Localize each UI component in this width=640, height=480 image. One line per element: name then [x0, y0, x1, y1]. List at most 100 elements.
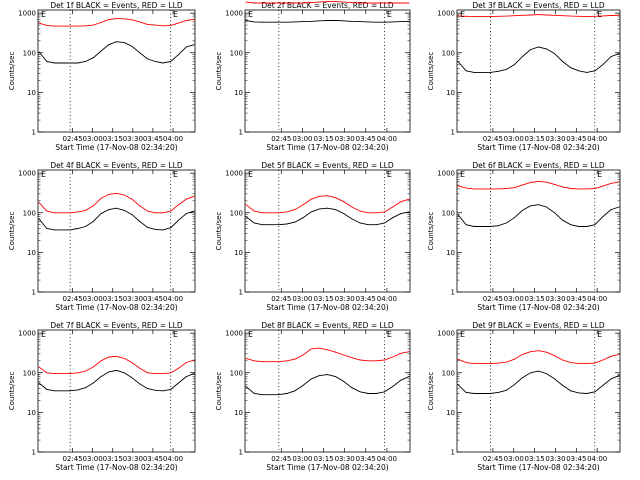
plot-frame: [244, 329, 411, 453]
data-point: [530, 49, 531, 51]
data-point: [538, 46, 539, 48]
data-point: [116, 355, 117, 357]
data-point: [170, 227, 172, 229]
data-point: [327, 207, 328, 209]
y-tick-label: 10: [27, 409, 36, 417]
data-point: [261, 224, 263, 226]
data-point: [343, 354, 345, 356]
data-point: [123, 372, 125, 374]
data-point: [170, 210, 172, 212]
data-point: [278, 21, 280, 23]
marker-label: E: [41, 10, 46, 19]
data-point: [384, 222, 386, 224]
marker-label: E: [387, 10, 392, 19]
data-point: [269, 361, 271, 363]
data-point: [473, 393, 475, 394]
y-tick-label: 1: [32, 289, 36, 297]
data-point: [147, 372, 148, 374]
data-point: [310, 211, 312, 213]
data-point: [302, 204, 304, 206]
data-point: [278, 361, 280, 363]
data-point: [546, 351, 547, 353]
data-point: [521, 209, 523, 211]
x-tick-label: 03:15: [313, 295, 333, 303]
x-tick-label: 04:00: [163, 135, 183, 143]
y-tick-label: 1: [239, 289, 243, 297]
data-point: [538, 204, 539, 206]
data-point: [178, 22, 179, 24]
marker-label: E: [248, 10, 253, 19]
data-point: [77, 372, 79, 374]
y-axis-label: Counts/sec: [215, 372, 223, 411]
data-point: [335, 20, 337, 21]
chart-title: Det 6f BLACK = Events, RED = LLD: [472, 161, 605, 170]
data-point: [505, 389, 507, 391]
y-tick-label: 1: [239, 449, 243, 457]
data-point: [154, 212, 156, 214]
data-point: [530, 372, 531, 374]
data-point: [54, 62, 55, 64]
data-point: [343, 20, 345, 22]
data-point: [594, 391, 596, 393]
data-point: [318, 1, 320, 3]
data-point: [594, 362, 596, 364]
data-point: [400, 201, 402, 203]
marker-label: E: [248, 330, 253, 339]
data-point: [546, 373, 547, 375]
data-point: [375, 2, 377, 4]
data-point: [154, 61, 156, 62]
data-point: [162, 229, 164, 231]
x-tick-label: 02:45: [271, 135, 291, 143]
data-point: [261, 2, 263, 4]
x-axis-label: Start Time (17-Nov-08 02:34:20): [55, 303, 177, 312]
data-point: [586, 188, 588, 190]
data-point: [193, 44, 195, 46]
data-point: [154, 373, 156, 375]
data-point: [594, 188, 596, 189]
data-point: [392, 21, 394, 23]
data-point: [253, 393, 255, 394]
data-point: [457, 185, 459, 187]
data-point: [147, 23, 148, 25]
data-point: [392, 206, 394, 208]
chart-panel-8: Det 8f BLACK = Events, RED = LLD 1 10 100 10…: [215, 321, 411, 472]
data-point: [310, 2, 312, 4]
x-tick-label: 03:15: [524, 455, 544, 463]
chart-panel-4: Det 4f BLACK = Events, RED = LLD 1 10 100 10…: [8, 161, 196, 312]
x-tick-label: 03:30: [123, 455, 143, 463]
data-point: [54, 212, 55, 214]
x-tick-label: 03:00: [83, 455, 103, 463]
x-tick-label: 03:00: [504, 295, 524, 303]
data-point: [139, 205, 141, 207]
data-point: [513, 358, 515, 360]
data-point: [513, 187, 515, 189]
marker-label: E: [173, 330, 178, 339]
data-point: [131, 19, 133, 21]
x-tick-label: 03:00: [292, 295, 312, 303]
data-point: [594, 70, 596, 72]
data-point: [489, 188, 491, 190]
data-point: [578, 226, 580, 227]
data-point: [253, 21, 255, 23]
marker-label: E: [460, 170, 465, 179]
x-tick-label: 04:00: [377, 295, 397, 303]
data-point: [335, 376, 337, 378]
data-point: [610, 56, 612, 58]
data-point: [54, 229, 55, 231]
data-point: [162, 62, 164, 64]
data-point: [310, 20, 312, 22]
data-point: [602, 64, 604, 66]
data-point: [343, 213, 345, 215]
data-point: [375, 393, 377, 394]
data-point: [578, 392, 580, 394]
data-point: [77, 211, 79, 213]
data-point: [481, 226, 483, 227]
y-axis-label: Counts/sec: [427, 372, 435, 411]
data-point: [546, 14, 547, 16]
data-point: [400, 213, 402, 215]
data-point: [38, 51, 40, 53]
x-tick-label: 04:00: [377, 135, 397, 143]
data-point: [193, 210, 195, 212]
y-tick-label: 10: [446, 89, 455, 97]
data-point: [139, 383, 141, 385]
